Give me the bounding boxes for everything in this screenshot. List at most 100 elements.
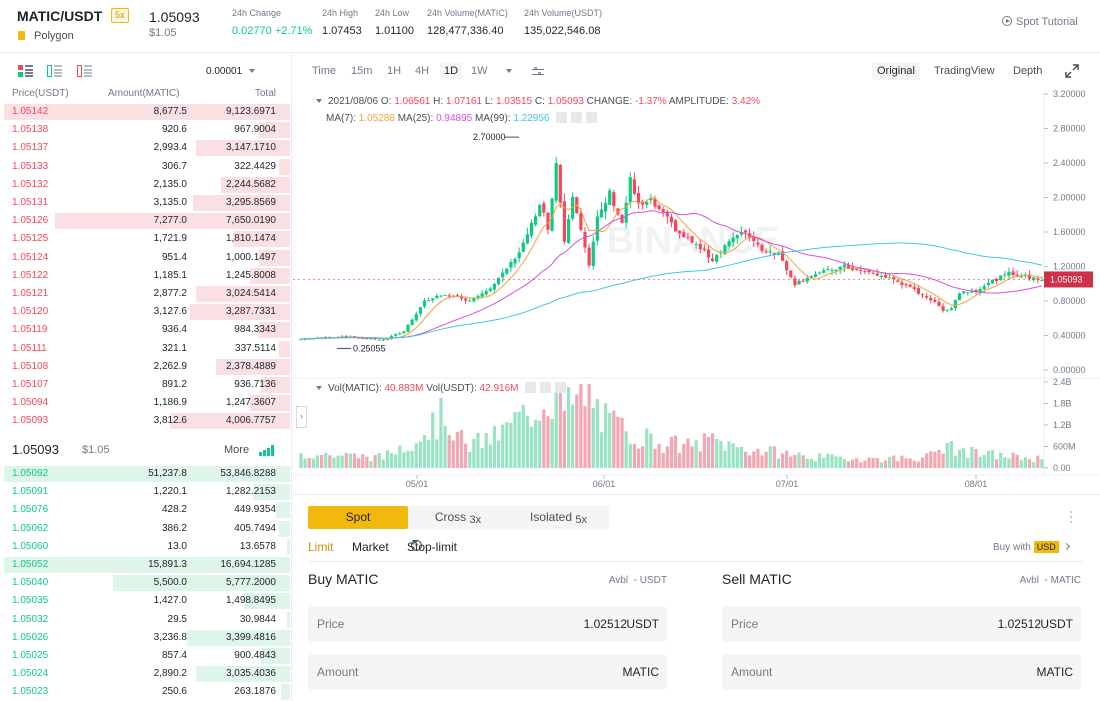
close-icon[interactable] [586, 112, 598, 123]
ask-row[interactable]: 1.05133 306.7 322.4429 [0, 158, 292, 176]
tab-spot[interactable]: Spot [308, 506, 408, 529]
view-original[interactable]: Original [872, 62, 920, 80]
bid-row[interactable]: 1.05060 13.0 13.6578 [0, 538, 292, 556]
ask-row[interactable]: 1.05107 891.2 936.7136 [0, 376, 292, 394]
signal-bars-icon[interactable] [259, 445, 275, 456]
tab-market[interactable]: Market [352, 540, 389, 554]
eye-icon[interactable] [556, 112, 568, 123]
ask-row[interactable]: 1.05111 321.1 337.5114 [0, 340, 292, 358]
candle-body [1007, 271, 1011, 276]
interval-1d[interactable]: 1D [440, 63, 463, 79]
ask-row[interactable]: 1.05125 1,721.9 1,810.1474 [0, 230, 292, 248]
volume-bar [970, 446, 974, 468]
candle-body [439, 295, 443, 297]
sell-price-value[interactable]: 1.02512 [997, 617, 1041, 631]
legend-ma25: 0.94895 [436, 113, 473, 124]
sell-amount-input[interactable]: Amount MATIC [722, 654, 1081, 690]
candle-body [871, 272, 875, 274]
depth-bar [4, 466, 290, 482]
bid-amount: 2,890.2 [153, 668, 187, 680]
settings-icon[interactable] [571, 112, 583, 123]
view-depth[interactable]: Depth [1013, 65, 1043, 77]
bid-row[interactable]: 1.05092 51,237.8 53,846.8288 [0, 465, 292, 483]
ask-row[interactable]: 1.05142 8,677.5 9,123.6971 [0, 103, 292, 121]
tab-cross[interactable]: Cross 3x [408, 506, 508, 529]
ask-row[interactable]: 1.05108 2,262.9 2,378.4889 [0, 358, 292, 376]
sell-price-input[interactable]: Price 1.02512 USDT [722, 606, 1081, 642]
tab-isolated[interactable]: Isolated 5x [508, 506, 609, 529]
bid-row[interactable]: 1.05023 250.6 263.1876 [0, 683, 292, 701]
tab-limit[interactable]: Limit [308, 540, 334, 554]
candle-body [525, 234, 529, 244]
drawing-toolbar-toggle[interactable]: › [296, 406, 307, 428]
more-link[interactable]: More [224, 444, 250, 456]
orderbook-mid-price: 1.05093 $1.05 More [0, 439, 292, 465]
legend-vol-matic-label: Vol(MATIC): [328, 383, 382, 394]
ask-row[interactable]: 1.05120 3,127.6 3,287.7331 [0, 303, 292, 321]
bid-row[interactable]: 1.05076 428.2 449.9354 [0, 501, 292, 519]
volume-bar [612, 410, 616, 468]
volume-bar [538, 420, 542, 468]
spot-tutorial-link[interactable]: Spot Tutorial [1002, 16, 1078, 28]
volume-bar [945, 442, 949, 468]
ask-row[interactable]: 1.05124 951.4 1,000.1497 [0, 249, 292, 267]
bid-row[interactable]: 1.05025 857.4 900.4843 [0, 647, 292, 665]
candle-body [990, 279, 995, 284]
fullscreen-icon[interactable] [1065, 64, 1079, 78]
interval-4h[interactable]: 4H [415, 65, 430, 77]
candle-body [324, 337, 328, 339]
candle-body [830, 270, 834, 272]
precision-select[interactable]: 0.00001 [206, 66, 256, 77]
bid-total: 5,777.2000 [225, 577, 276, 589]
more-options-icon[interactable] [1070, 510, 1073, 524]
settings-icon[interactable] [540, 382, 552, 393]
ask-row[interactable]: 1.05137 2,993.4 3,147.1710 [0, 139, 292, 157]
ask-row[interactable]: 1.05138 920.6 967.9004 [0, 121, 292, 139]
close-icon[interactable] [555, 382, 567, 393]
ask-row[interactable]: 1.05094 1,186.9 1,247.3607 [0, 394, 292, 412]
chart-settings-icon[interactable] [532, 67, 544, 77]
pair-symbol[interactable]: MATIC/USDT [17, 8, 103, 24]
bid-row[interactable]: 1.05024 2,890.2 3,035.4036 [0, 665, 292, 683]
ask-row[interactable]: 1.05093 3,812.6 4,006.7757 [0, 412, 292, 430]
view-tradingview[interactable]: TradingView [934, 65, 995, 77]
ask-total: 3,147.1710 [225, 142, 276, 154]
orderbook-bids-icon[interactable] [47, 65, 62, 78]
ask-total: 2,378.4889 [225, 360, 276, 372]
interval-1w[interactable]: 1W [471, 65, 488, 77]
price-chart[interactable]: BINANCE3.200002.800002.400002.000001.600… [293, 90, 1100, 494]
orderbook-asks-icon[interactable] [77, 65, 92, 78]
eye-icon[interactable] [525, 382, 537, 393]
bid-row[interactable]: 1.05091 1,220.1 1,282.2153 [0, 483, 292, 501]
bid-row[interactable]: 1.05062 386.2 405.7494 [0, 520, 292, 538]
ask-row[interactable]: 1.05121 2,877.2 3,024.5414 [0, 285, 292, 303]
bid-row[interactable]: 1.05035 1,427.0 1,498.8495 [0, 592, 292, 610]
bid-row[interactable]: 1.05052 15,891.3 16,694.1285 [0, 556, 292, 574]
interval-time[interactable]: Time [312, 65, 337, 77]
more-intervals-chevron-icon[interactable] [506, 69, 512, 73]
volume-bar [698, 451, 702, 468]
buy-price-input[interactable]: Price 1.02512 USDT [308, 606, 667, 642]
stat-value: 0.02770 +2.71% [232, 25, 313, 37]
orderbook-both-icon[interactable] [18, 65, 33, 78]
bid-row[interactable]: 1.05040 5,500.0 5,777.2000 [0, 574, 292, 592]
candle-body [805, 278, 809, 282]
buy-price-value[interactable]: 1.02512 [583, 617, 627, 631]
coin-name[interactable]: Polygon [34, 30, 74, 42]
ask-row[interactable]: 1.05122 1,185.1 1,245.8008 [0, 267, 292, 285]
ask-row[interactable]: 1.05119 936.4 984.3343 [0, 321, 292, 339]
bid-row[interactable]: 1.05032 29.5 30.9844 [0, 611, 292, 629]
buy-amount-input[interactable]: Amount MATIC [308, 654, 667, 690]
candle-body [624, 202, 628, 223]
bid-row[interactable]: 1.05026 3,236.8 3,399.4816 [0, 629, 292, 647]
info-icon[interactable]: i [411, 540, 422, 551]
candle-body [875, 273, 879, 276]
ask-row[interactable]: 1.05126 7,277.0 7,650.0190 [0, 212, 292, 230]
buy-with-selector[interactable]: Buy with USD [993, 541, 1070, 553]
ask-row[interactable]: 1.05132 2,135.0 2,244.5682 [0, 176, 292, 194]
interval-15m[interactable]: 15m [351, 65, 373, 77]
collapse-volume-icon[interactable] [316, 386, 322, 390]
ask-row[interactable]: 1.05131 3,135.0 3,295.8569 [0, 194, 292, 212]
collapse-legend-icon[interactable] [316, 99, 322, 103]
interval-1h[interactable]: 1H [387, 65, 402, 77]
